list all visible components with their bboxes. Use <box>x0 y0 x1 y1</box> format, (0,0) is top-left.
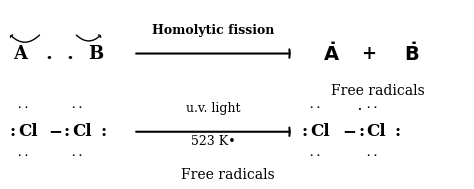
Text: B: B <box>88 45 103 63</box>
Text: 523 K•: 523 K• <box>191 136 236 149</box>
Text: · ·: · · <box>366 103 377 112</box>
Text: $\mathbf{\dot{A}}$: $\mathbf{\dot{A}}$ <box>323 42 340 65</box>
Text: .: . <box>66 45 73 63</box>
Text: Free radicals: Free radicals <box>181 168 274 182</box>
Text: Cl: Cl <box>18 123 37 140</box>
Text: ·: · <box>357 104 361 115</box>
Text: −: − <box>342 123 356 140</box>
Text: :: : <box>358 123 364 140</box>
Text: u.v. light: u.v. light <box>186 102 241 115</box>
Text: .: . <box>45 45 52 63</box>
Text: A: A <box>13 45 27 63</box>
Text: Free radicals: Free radicals <box>331 84 425 98</box>
Text: +: + <box>362 45 376 63</box>
Text: −: − <box>49 123 63 140</box>
Text: · ·: · · <box>18 103 28 112</box>
Text: · ·: · · <box>72 151 82 160</box>
Text: :: : <box>301 123 308 140</box>
Text: Cl: Cl <box>366 123 386 140</box>
Text: Homolytic fission: Homolytic fission <box>152 24 274 37</box>
Text: Cl: Cl <box>72 123 91 140</box>
Text: Cl: Cl <box>310 123 329 140</box>
Text: $\mathbf{\dot{B}}$: $\mathbf{\dot{B}}$ <box>404 42 419 65</box>
Text: :: : <box>64 123 70 140</box>
Text: · ·: · · <box>18 151 28 160</box>
Text: · ·: · · <box>310 151 320 160</box>
Text: :: : <box>100 123 107 140</box>
Text: · ·: · · <box>72 103 82 112</box>
Text: :: : <box>395 123 401 140</box>
Text: :: : <box>9 123 16 140</box>
Text: · ·: · · <box>366 151 377 160</box>
Text: · ·: · · <box>310 103 320 112</box>
